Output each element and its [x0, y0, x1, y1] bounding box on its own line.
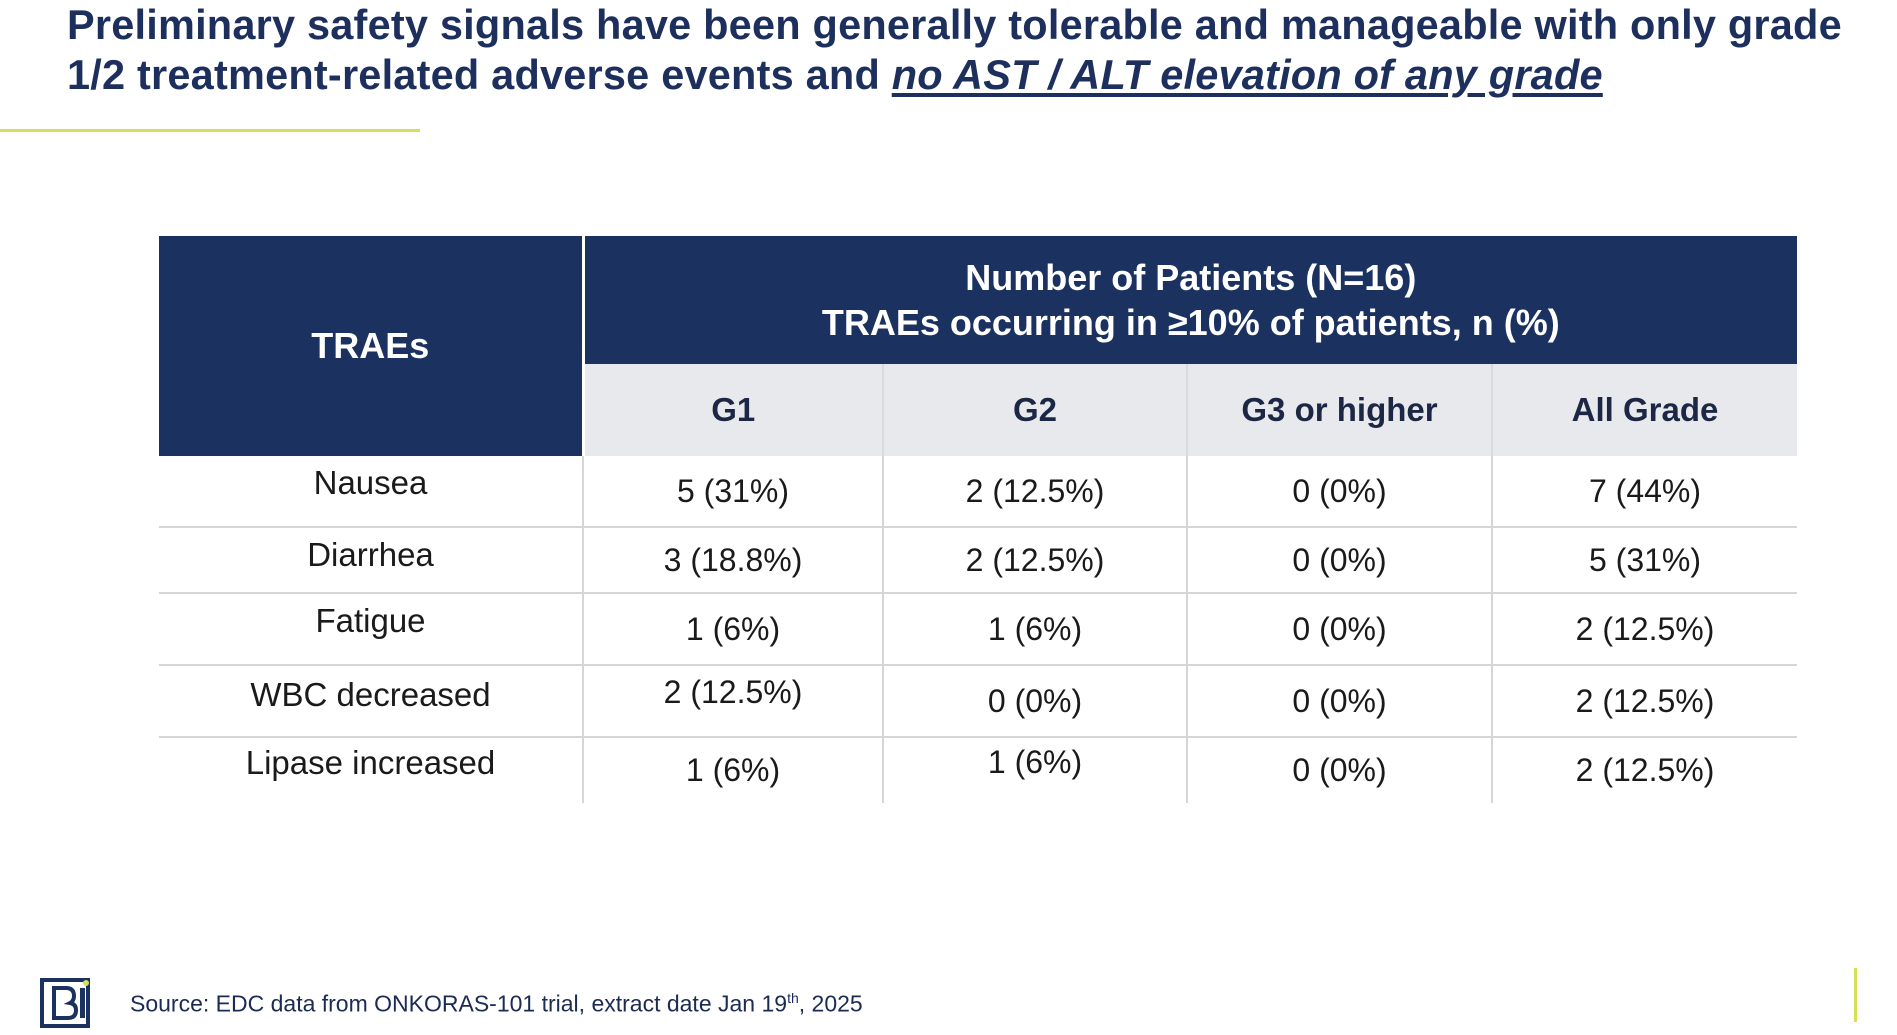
cell-g3: 0 (0%) [1187, 456, 1493, 528]
slide-title-emphasis: no AST / ALT elevation of any grade [891, 51, 1603, 98]
table-row: WBC decreased 2 (12.5%) 0 (0%) 0 (0%) 2 … [159, 665, 1798, 738]
table-row: Diarrhea 3 (18.8%) 2 (12.5%) 0 (0%) 5 (3… [159, 527, 1798, 594]
cell-g1: 3 (18.8%) [583, 527, 884, 594]
source-note: Source: EDC data from ONKORAS-101 trial,… [130, 990, 863, 1018]
company-logo-icon [40, 978, 92, 1030]
header-patients-group: Number of Patients (N=16) TRAEs occurrin… [583, 236, 1798, 364]
header-g2: G2 [882, 364, 1187, 456]
cell-all-grade: 2 (12.5%) [1492, 665, 1798, 738]
table-row: Fatigue 1 (6%) 1 (6%) 0 (0%) 2 (12.5%) [159, 593, 1798, 666]
source-superscript: th [787, 990, 799, 1006]
cell-g3: 0 (0%) [1187, 593, 1493, 666]
row-label: Diarrhea [159, 527, 584, 594]
row-label: Nausea [159, 456, 584, 528]
cell-all-grade: 2 (12.5%) [1492, 593, 1798, 666]
source-text: Source: EDC data from ONKORAS-101 trial,… [130, 990, 788, 1017]
header-g3-or-higher: G3 or higher [1186, 364, 1492, 456]
table-row: Lipase increased 1 (6%) 1 (6%) 0 (0%) 2 … [159, 737, 1797, 803]
slide-title-text: Preliminary safety signals have been gen… [67, 1, 1842, 98]
title-accent-rule [0, 129, 420, 132]
row-label: Lipase increased [159, 737, 584, 803]
row-label: WBC decreased [159, 665, 584, 738]
header-traes: TRAEs [159, 236, 585, 456]
header-patients-line2: TRAEs occurring in ≥10% of patients, n (… [821, 302, 1560, 343]
table-row: Nausea 5 (31%) 2 (12.5%) 0 (0%) 7 (44%) [159, 456, 1798, 528]
header-g1: G1 [582, 364, 883, 456]
cell-all-grade: 5 (31%) [1492, 527, 1798, 594]
cell-all-grade: 7 (44%) [1492, 456, 1798, 528]
trae-table: TRAEs Number of Patients (N=16) TRAEs oc… [159, 236, 1798, 803]
cell-g2: 1 (6%) [883, 737, 1188, 803]
cell-g3: 0 (0%) [1187, 527, 1493, 594]
cell-g2: 2 (12.5%) [883, 527, 1188, 594]
cell-g3: 0 (0%) [1187, 737, 1493, 803]
source-year: , 2025 [798, 990, 863, 1017]
cell-g3: 0 (0%) [1187, 665, 1493, 738]
slide-title: Preliminary safety signals have been gen… [67, 0, 1887, 100]
cell-g1: 1 (6%) [583, 737, 884, 803]
cell-g1: 1 (6%) [583, 593, 884, 666]
cell-all-grade: 2 (12.5%) [1575, 752, 1715, 788]
header-all-grade: All Grade [1490, 364, 1798, 456]
cell-g1: 5 (31%) [583, 456, 884, 528]
row-label: Fatigue [159, 593, 584, 666]
header-patients-line1: Number of Patients (N=16) [965, 257, 1417, 298]
cell-g2: 1 (6%) [883, 593, 1188, 666]
footer-accent-rule [1854, 968, 1857, 1022]
cell-g1: 2 (12.5%) [583, 665, 884, 738]
cell-g2: 0 (0%) [883, 665, 1188, 738]
cell-g2: 2 (12.5%) [883, 456, 1188, 528]
